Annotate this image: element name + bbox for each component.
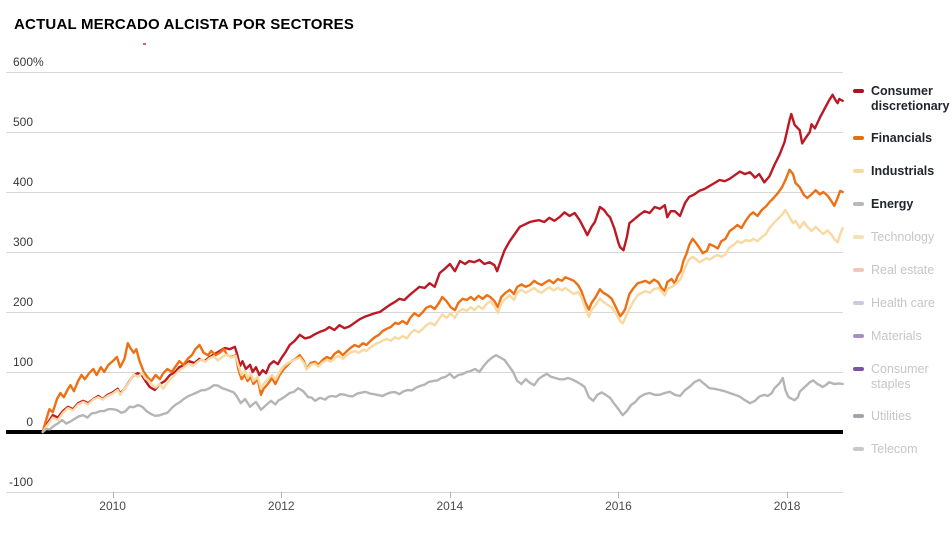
legend-item-utilities[interactable]: Utilities [853,409,949,442]
y-axis-unit: % [33,55,44,69]
x-axis-tick [281,492,283,498]
legend-item-health-care[interactable]: Health care [853,296,949,329]
series-line-industrials [41,208,844,434]
x-axis-tick [618,492,620,498]
legend-swatch-consumer-staples [853,367,864,371]
legend-swatch-consumer-discretionary [853,89,864,93]
legend-label: Technology [871,230,935,244]
x-axis-tick [112,492,114,498]
legend-label: Utilities [871,409,912,423]
legend-item-financials[interactable]: Financials [853,131,949,164]
legend-swatch-utilities [853,414,864,418]
legend-swatch-materials [853,334,864,338]
x-axis-tick [787,492,789,498]
y-axis-label: 400 [12,175,33,189]
legend-item-real-estate[interactable]: Real estate [853,263,949,296]
gridline [6,372,843,373]
y-axis-label: 500 [12,115,33,129]
legend-label: Materials [871,329,922,343]
y-axis-label: 600% [12,55,44,69]
gridline [6,192,843,193]
x-axis-label: 2012 [267,499,295,513]
legend-swatch-real-estate [853,268,864,272]
legend-item-industrials[interactable]: Industrials [853,164,949,197]
legend-swatch-telecom [853,447,864,451]
gridline [6,312,843,313]
artifact-dot [143,43,146,45]
legend-label: Financials [871,131,933,145]
zero-baseline [6,430,843,434]
legend-label: Health care [871,296,935,310]
series-line-financials [41,168,844,434]
legend-item-technology[interactable]: Technology [853,230,949,263]
gridline [6,72,843,73]
legend-label: Consumer staples [871,362,929,391]
y-axis-label: 200 [12,295,33,309]
gridline [6,132,843,133]
legend-swatch-technology [853,235,864,239]
legend-label: Consumer discretionary [871,84,950,113]
legend-item-telecom[interactable]: Telecom [853,442,949,475]
y-axis-label: 100 [12,355,33,369]
legend-swatch-financials [853,136,864,140]
legend-label: Telecom [871,442,918,456]
x-axis-tick [449,492,451,498]
gridline [6,492,843,493]
x-axis-label: 2014 [436,499,464,513]
gridline [6,252,843,253]
legend-swatch-industrials [853,169,864,173]
y-axis-label: 0 [26,415,33,429]
series-line-energy [41,354,844,434]
legend-item-consumer-staples[interactable]: Consumer staples [853,362,949,409]
y-axis-label: -100 [8,475,33,489]
page-title: ACTUAL MERCADO ALCISTA POR SECTORES [14,16,355,33]
x-axis-label: 2016 [605,499,632,513]
legend-swatch-energy [853,202,864,206]
legend: Consumer discretionary Financials Industri… [853,84,950,475]
series-line-consumer-discretionary [41,93,844,434]
legend-swatch-health-care [853,301,864,305]
legend-item-materials[interactable]: Materials [853,329,949,362]
legend-label: Real estate [871,263,935,277]
legend-item-consumer-discretionary[interactable]: Consumer discretionary [853,84,950,131]
x-axis-label: 2010 [99,499,126,513]
legend-label: Industrials [871,164,935,178]
legend-label: Energy [871,197,914,211]
legend-item-energy[interactable]: Energy [853,197,949,230]
x-axis-label: 2018 [773,499,801,513]
y-axis-label: 300 [12,235,33,249]
